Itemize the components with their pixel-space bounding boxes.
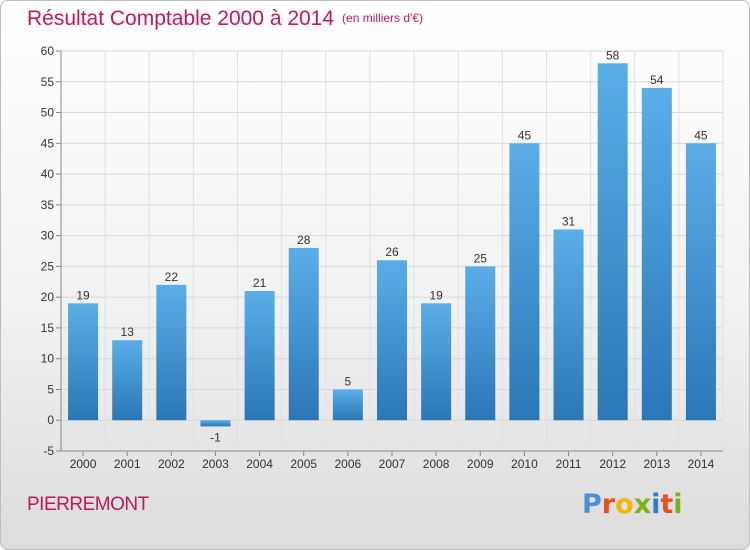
bar-2009: [465, 266, 496, 421]
y-tick-label: 30: [41, 229, 55, 243]
logo-letter: o: [615, 489, 634, 520]
bar-2008: [421, 303, 452, 421]
x-tick-label: 2007: [379, 457, 406, 471]
bar-2002: [156, 284, 187, 421]
y-tick-label: 55: [41, 75, 55, 89]
y-tick-label: 45: [41, 136, 55, 150]
bar-2013: [641, 87, 672, 421]
x-tick-label: 2009: [467, 457, 494, 471]
x-tick-label: 2003: [202, 457, 229, 471]
data-label-2001: 13: [121, 325, 135, 339]
bar-2007: [376, 260, 408, 421]
y-tick-label: 25: [41, 259, 55, 273]
x-tick-label: 2014: [688, 457, 715, 471]
data-label-2006: 5: [345, 374, 352, 388]
logo-letter: i: [673, 489, 683, 520]
y-tick-label: 35: [41, 198, 55, 212]
logo-letter: P: [582, 489, 602, 520]
bars: [68, 63, 716, 427]
x-tick-label: 2001: [114, 457, 141, 471]
data-label-2008: 19: [429, 288, 443, 302]
data-label-2004: 21: [253, 276, 267, 290]
proxiti-logo: Proxiti: [582, 489, 683, 520]
y-tick-label: -5: [43, 444, 54, 458]
data-label-2011: 31: [562, 214, 576, 228]
y-tick-label: 50: [41, 106, 55, 120]
data-label-2013: 54: [650, 73, 664, 87]
chart-subtitle: (en milliers d'€): [342, 11, 424, 25]
data-labels: 19 13 22 -1 21 28 5 26 19 25 45 31 58 54 45: [76, 48, 708, 444]
y-tick-label: 15: [41, 321, 55, 335]
x-tick-label: 2005: [290, 457, 317, 471]
bar-2006: [332, 389, 363, 421]
bar-2004: [244, 291, 275, 421]
bar-2012: [597, 63, 628, 421]
y-tick-label: 5: [47, 382, 54, 396]
bar-2000: [68, 303, 99, 421]
data-label-2009: 25: [474, 251, 488, 265]
data-label-2010: 45: [518, 128, 532, 142]
bar-2011: [553, 229, 584, 421]
x-tick-label: 2012: [599, 457, 626, 471]
y-tick-label: 20: [41, 290, 55, 304]
bar-2010: [509, 143, 540, 421]
x-tick-label: 2000: [70, 457, 97, 471]
y-tick-label: 10: [41, 352, 55, 366]
chart-title-text: Résultat Comptable 2000 à 2014: [27, 7, 335, 30]
data-label-2002: 22: [165, 270, 179, 284]
bar-2001: [112, 340, 143, 421]
data-label-2014: 45: [694, 128, 708, 142]
logo-letter: r: [601, 489, 616, 520]
y-tick-label: 60: [41, 44, 55, 58]
bar-2005: [288, 247, 319, 421]
y-tick-label: 0: [47, 413, 54, 427]
data-label-2003: -1: [210, 430, 221, 444]
data-label-2007: 26: [385, 245, 399, 259]
data-label-2000: 19: [76, 288, 90, 302]
x-tick-label: 2011: [556, 457, 582, 471]
bar-2003: [200, 420, 231, 427]
logo-letter: x: [633, 489, 652, 520]
data-label-2005: 28: [297, 233, 311, 247]
x-tick-label: 2013: [643, 457, 670, 471]
x-tick-label: 2008: [423, 457, 450, 471]
commune-name: PIERREMONT: [27, 494, 149, 515]
chart-title: Résultat Comptable 2000 à 2014 (en millie…: [27, 7, 423, 31]
logo-letter: i: [651, 489, 661, 520]
logo-letter: t: [660, 489, 674, 520]
axes: -5 0 5 10 15 20 25 30 35 40 45 50 55 60 2000 2001 2002 20…: [41, 44, 723, 471]
x-tick-label: 2002: [158, 457, 185, 471]
x-tick-label: 2006: [335, 457, 362, 471]
x-tick-label: 2004: [246, 457, 273, 471]
x-tick-label: 2010: [511, 457, 538, 471]
data-label-2012: 58: [606, 48, 620, 62]
y-tick-label: 40: [41, 167, 55, 181]
bar-2014: [685, 143, 716, 421]
